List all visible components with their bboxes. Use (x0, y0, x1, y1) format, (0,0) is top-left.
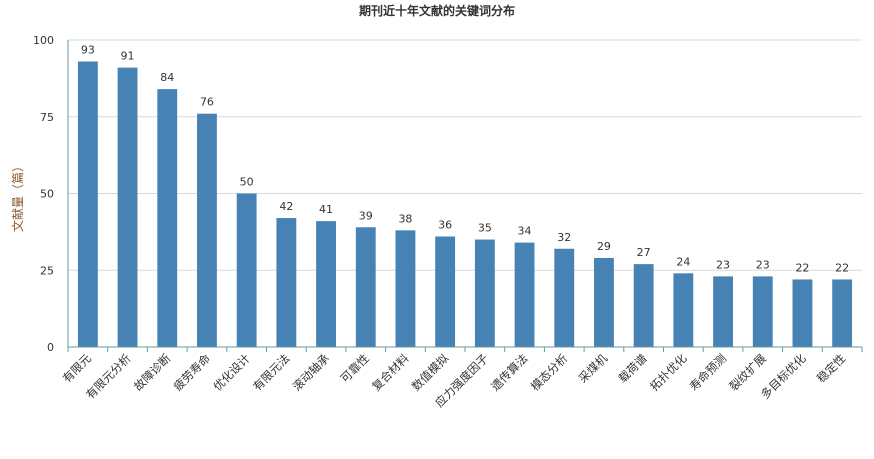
data-label: 39 (359, 209, 373, 222)
x-tick-label: 稳定性 (814, 351, 848, 385)
x-tick-label: 寿命预测 (687, 351, 729, 393)
bar (633, 264, 654, 347)
x-tick-label: 滚动轴承 (290, 351, 333, 394)
bar (77, 61, 98, 348)
y-tick-label: 50 (40, 188, 54, 201)
bar (236, 193, 257, 347)
bar (157, 89, 178, 348)
data-label: 38 (398, 212, 412, 225)
bar (474, 239, 495, 347)
bar (514, 242, 535, 347)
bar (197, 113, 217, 348)
data-label: 50 (240, 176, 254, 189)
x-tick-label: 载荷谱 (615, 351, 650, 386)
x-tick-label: 可靠性 (338, 351, 372, 385)
bar (713, 276, 733, 347)
data-label: 24 (676, 255, 690, 268)
data-label: 91 (121, 50, 135, 63)
x-tick-label: 遗传算法 (488, 351, 530, 393)
data-label: 22 (795, 261, 809, 274)
data-label: 34 (518, 225, 532, 238)
bars: 93 91 84 76 50 42 41 39 38 36 35 34 32 29 27 24 23 23 22 22 (77, 43, 853, 348)
data-label: 93 (81, 43, 95, 56)
data-label: 41 (319, 203, 333, 216)
y-axis-label: 文献量（篇） (10, 160, 25, 232)
x-tick-label: 采煤机 (576, 351, 611, 386)
bar (752, 276, 773, 347)
bar (673, 273, 694, 347)
data-label: 22 (835, 261, 849, 274)
data-label: 32 (557, 231, 571, 244)
bar (792, 279, 813, 347)
data-label: 84 (160, 71, 174, 84)
data-label: 76 (200, 96, 214, 109)
x-tick-label: 模态分析 (528, 351, 570, 393)
data-label: 36 (438, 218, 452, 231)
x-tick-label: 有限元 (60, 351, 95, 386)
x-tick-label: 复合材料 (369, 351, 412, 394)
x-tick-label: 有限元法 (250, 351, 292, 393)
y-axis: 0 25 50 75 100 (33, 34, 69, 354)
x-tick-label: 优化设计 (210, 351, 253, 394)
data-label: 35 (478, 222, 492, 235)
data-label: 42 (279, 200, 293, 213)
data-label: 29 (597, 240, 611, 253)
bar (276, 218, 297, 347)
chart-title: 期刊近十年文献的关键词分布 (359, 3, 515, 18)
x-tick-label: 疲劳寿命 (171, 351, 214, 394)
data-label: 23 (756, 258, 770, 271)
bar (117, 67, 138, 347)
bar (594, 257, 614, 347)
bar (554, 248, 575, 347)
bar (316, 221, 336, 347)
bar (435, 236, 456, 347)
x-tick-label: 故障诊断 (131, 351, 174, 394)
bar (832, 279, 853, 347)
y-tick-label: 25 (40, 264, 54, 277)
y-tick-label: 75 (40, 111, 54, 124)
y-tick-label: 0 (47, 341, 54, 354)
x-tick-label: 拓扑优化 (647, 351, 690, 394)
data-label: 23 (716, 258, 730, 271)
data-label: 27 (637, 246, 651, 259)
bar (395, 230, 416, 347)
y-tick-label: 100 (33, 34, 54, 47)
gridlines (68, 39, 862, 271)
bar (355, 227, 376, 347)
